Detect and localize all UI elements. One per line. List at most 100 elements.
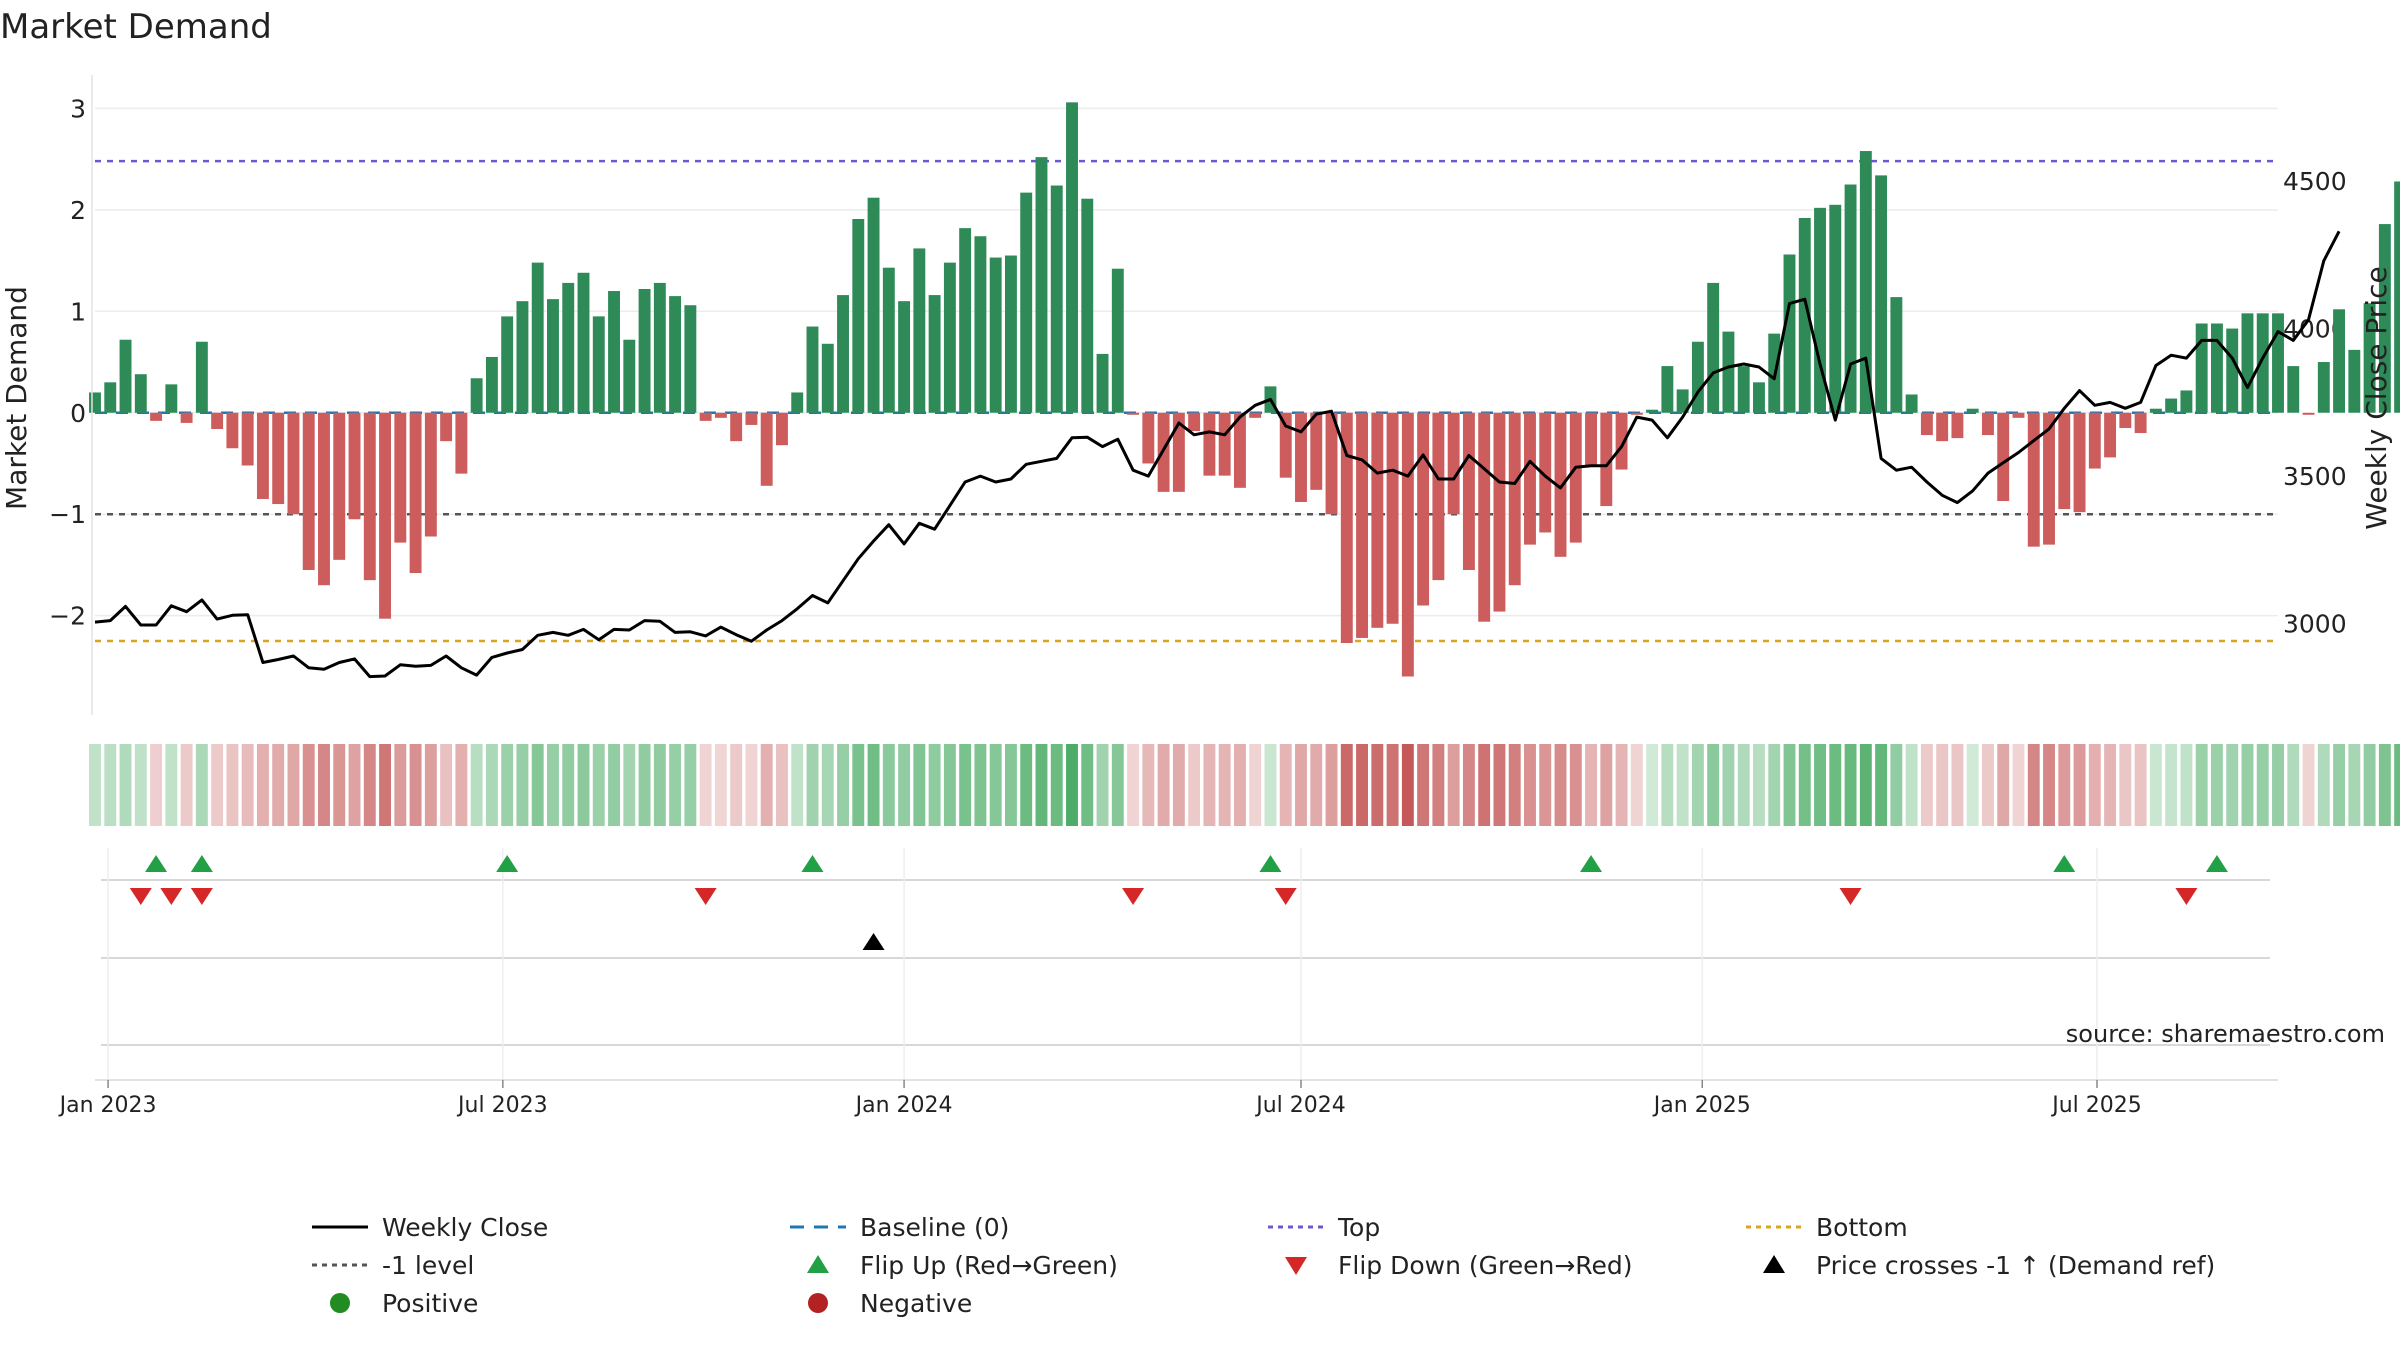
heat-cell (806, 744, 819, 826)
heat-cell (1279, 744, 1292, 826)
heat-cell (1798, 744, 1811, 826)
heat-cell (363, 744, 376, 826)
demand-bar (241, 412, 254, 466)
heat-cell (1096, 744, 1109, 826)
heat-cell (1936, 744, 1949, 826)
heat-cell (1508, 744, 1521, 826)
y-tick-label: −1 (49, 500, 86, 529)
demand-bar (1691, 341, 1704, 413)
heat-cell (1646, 744, 1659, 826)
demand-bar (1249, 412, 1262, 418)
demand-bar (2119, 412, 2132, 428)
demand-heat-strip (89, 744, 2400, 826)
demand-bar (1493, 412, 1506, 612)
heat-cell (318, 744, 330, 826)
flip-down-marker (2175, 888, 2198, 905)
heat-cell (974, 744, 987, 826)
heat-cell (1875, 744, 1888, 826)
demand-bar (302, 412, 315, 570)
heat-cell (1295, 744, 1307, 826)
heat-cell (2119, 744, 2132, 826)
demand-bar (119, 339, 132, 413)
demand-bar (1615, 412, 1628, 470)
demand-bar (791, 392, 804, 413)
heat-cell (302, 744, 315, 826)
demand-bar (1630, 412, 1643, 415)
heat-cell (1264, 744, 1277, 826)
heat-cell (2287, 744, 2300, 826)
demand-bar (165, 384, 178, 413)
heat-cell (852, 744, 865, 826)
demand-bar (1737, 366, 1750, 413)
demand-bar (2317, 362, 2330, 413)
demand-bar (1432, 412, 1445, 581)
demand-bar (348, 412, 361, 520)
y2-axis-label: Weekly Close Price (2360, 266, 2393, 529)
heat-cell (455, 744, 468, 826)
demand-bar (745, 412, 758, 425)
y-tick-label: 2 (70, 196, 86, 225)
x-tick-label: Jul 2023 (456, 1093, 548, 1118)
heat-cell (1386, 744, 1399, 826)
y-tick-label: −2 (49, 602, 86, 631)
heat-cell (1966, 744, 1979, 826)
heat-cell (2165, 744, 2178, 826)
heat-cell (592, 744, 605, 826)
demand-bar (1890, 297, 1903, 413)
demand-bar (730, 412, 743, 442)
heat-cell (943, 744, 956, 826)
demand-bar (1462, 412, 1475, 570)
demand-bar (1585, 412, 1597, 466)
heat-cell (1172, 744, 1185, 826)
heat-cell (104, 744, 117, 826)
flip-up-marker (2205, 855, 2228, 872)
heat-cell (653, 744, 666, 826)
demand-bar (1859, 151, 1872, 413)
demand-bar (2287, 366, 2300, 413)
heat-cell (1356, 744, 1369, 826)
demand-bar (1447, 412, 1460, 515)
flip-down-marker (694, 888, 717, 905)
demand-bar (1203, 412, 1216, 476)
demand-bar (256, 412, 269, 499)
flip-down-marker (1839, 888, 1862, 905)
demand-bar (195, 341, 208, 413)
x-axis: Jan 2023 Jul 2023 Jan 2024 Jul 2024 Jan 2025… (58, 1080, 2142, 1118)
demand-bar (1951, 412, 1964, 439)
demand-bar (134, 374, 147, 413)
demand-bar (470, 378, 483, 413)
demand-bar (577, 272, 590, 413)
demand-bar (1401, 412, 1414, 677)
demand-bar (104, 382, 117, 413)
heat-cell (1111, 744, 1124, 826)
demand-bar (2226, 328, 2239, 413)
legend-label: Flip Down (Green→Red) (1338, 1251, 1633, 1280)
demand-bar (1966, 408, 1979, 413)
heat-cell (531, 744, 544, 826)
demand-bar (2058, 412, 2071, 510)
demand-bar (1814, 207, 1826, 413)
heat-cell (1157, 744, 1170, 826)
demand-bar (2302, 412, 2315, 415)
demand-bar (1035, 157, 1048, 413)
y2-tick-label: 3000 (2283, 610, 2347, 639)
heat-cell (1722, 744, 1735, 826)
demand-bar (409, 412, 422, 574)
heat-cell (1844, 744, 1857, 826)
heat-cell (1035, 744, 1048, 826)
heat-cell (623, 744, 636, 826)
heat-cell (195, 744, 208, 826)
heat-cell (730, 744, 743, 826)
heat-cell (1493, 744, 1506, 826)
demand-bar (1783, 254, 1796, 413)
heat-cell (1462, 744, 1475, 826)
triangle-down-icon (1285, 1257, 1307, 1275)
flip-up-marker (1580, 855, 1603, 872)
heat-cell (333, 744, 346, 826)
heat-cell (1691, 744, 1704, 826)
heat-cell (867, 744, 880, 826)
heat-cell (1127, 744, 1140, 826)
heat-cell (2348, 744, 2361, 826)
demand-bar (1753, 382, 1765, 413)
demand-bar (1081, 198, 1094, 413)
